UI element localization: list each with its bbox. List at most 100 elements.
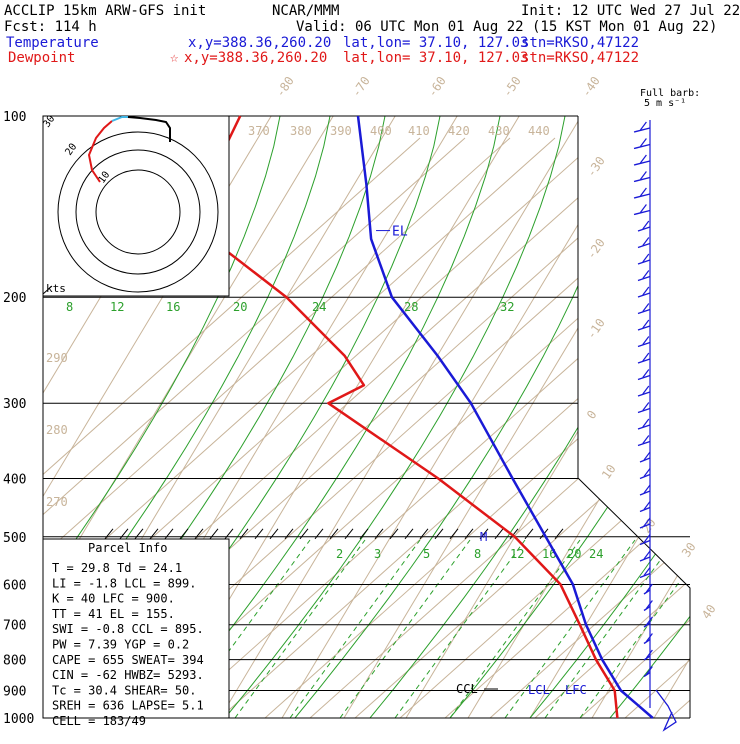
header-init: Init: 12 UTC Wed 27 Jul 22: [521, 3, 740, 19]
hatch-mark: [419, 528, 429, 540]
isotherm-tick-label: -80: [273, 74, 297, 100]
pressure-tick-label: 400: [3, 472, 26, 487]
hatch-mark: [479, 528, 489, 540]
moist-adiabat: [529, 116, 690, 718]
isotherm-tick-label: -70: [349, 74, 373, 100]
wind-barb-flag: [639, 204, 647, 213]
hatch-mark: [104, 528, 114, 540]
hatch-mark: [314, 528, 324, 540]
wind-barb: [637, 308, 651, 315]
parcel-info-row: CIN = -62 HWBZ= 5293.: [52, 668, 204, 682]
theta-tick-label: 270: [46, 495, 68, 509]
hatch-mark: [329, 528, 339, 540]
wind-barb: [633, 127, 651, 133]
chart-curves: EL M CCL LCL LFC: [187, 115, 654, 719]
isotherm-line: [219, 116, 582, 718]
pressure-tick-label: 300: [3, 397, 26, 412]
mixing-ratio-tick-label: 12: [510, 547, 524, 561]
wind-barb: [633, 193, 651, 199]
header-forecast-hour: Fcst: 114 h: [4, 19, 97, 35]
hatch-mark: [179, 528, 189, 540]
moist-adiabat: [43, 116, 281, 718]
chart-header: ACCLIP 15km ARW-GFS init NCAR/MMM Init: …: [4, 3, 740, 66]
mixing-ratio-tick-label: 3: [374, 547, 381, 561]
theta-tick-label: 380: [290, 124, 312, 138]
mixing-ratio-tick-label: 24: [589, 547, 603, 561]
wind-barb: [633, 143, 651, 150]
adiabat-line: [43, 137, 421, 718]
pressure-tick-label: 200: [3, 291, 26, 306]
theta-tick-label: 390: [330, 124, 352, 138]
lcl-label: LCL: [528, 683, 550, 697]
wind-barb: [639, 490, 651, 496]
el-label: EL: [392, 225, 408, 240]
isotherm-line: [591, 116, 690, 718]
wind-barb-flag: [639, 154, 647, 164]
wind-barb-flag: [642, 435, 650, 444]
wind-barb-flag: [643, 451, 651, 461]
hatch-mark: [344, 528, 354, 540]
mixing-ratio-tick-label: 20: [233, 300, 247, 314]
isotherm-tick-label: 20: [639, 516, 659, 536]
ccl-label: CCL: [456, 682, 478, 696]
lfc-label: LFC: [565, 683, 587, 697]
isotherm-tick-label: -50: [500, 74, 524, 100]
moist-adiabat: [609, 116, 690, 718]
isotherm-line: [653, 116, 690, 718]
parcel-info-row: CAPE = 655 SWEAT= 394: [52, 653, 204, 667]
theta-tick-label: 440: [528, 124, 550, 138]
wind-barb-flag: [643, 468, 651, 477]
hatch-mark: [464, 528, 474, 540]
hatch-mark: [389, 528, 399, 540]
wind-barb-flag: [642, 220, 650, 230]
wind-barb-flag: [643, 501, 651, 510]
moist-adiabat: [159, 116, 501, 718]
wind-barb-flag: [645, 633, 653, 642]
wind-barb-flag: [642, 402, 650, 411]
legend-temperature: Temperature: [6, 35, 99, 51]
mixing-ratio-line: [449, 539, 581, 718]
wind-barb: [637, 440, 651, 447]
barb-legend-line1: Full barb:: [640, 88, 700, 99]
wind-barb: [639, 572, 651, 579]
isotherm-tick-label: -10: [584, 316, 608, 342]
mixing-ratio-line: [394, 539, 526, 718]
wind-barb: [639, 539, 651, 546]
wind-barb-flag: [642, 369, 650, 378]
parcel-info-title: Parcel Info: [88, 541, 167, 555]
temperature-xy: x,y=388.36,260.20: [188, 35, 331, 51]
wind-barb-flag: [643, 534, 651, 543]
theta-tick-label: 410: [408, 124, 430, 138]
barb-legend: Full barb: 5 m s⁻¹: [640, 88, 700, 109]
wind-barb-flag: [642, 385, 650, 395]
isotherm-tick-label: -20: [584, 236, 608, 262]
wind-barb: [637, 358, 651, 364]
pressure-tick-label: 900: [3, 684, 26, 699]
mixing-ratio-tick-label: 20: [567, 547, 581, 561]
hatch-mark: [209, 528, 219, 540]
wind-barb-flag: [639, 121, 647, 131]
hodograph-ring: [57, 131, 219, 293]
hatch-mark: [524, 528, 534, 540]
temperature-station: stn=RKSO,47122: [521, 35, 639, 51]
wind-barb-flag: [645, 649, 653, 659]
wind-barb: [637, 226, 651, 232]
adiabat-line: [43, 137, 466, 718]
isotherm-tick-label: 40: [699, 602, 719, 622]
wind-barb: [633, 209, 651, 216]
wind-barb-flag: [642, 336, 650, 345]
parcel-info-row: K = 40 LFC = 900.: [52, 592, 175, 606]
parcel-info-row: Tc = 30.4 SHEAR= 50.: [52, 683, 197, 697]
mixing-ratio-line: [234, 539, 366, 718]
isotherm-tick-label: -30: [584, 154, 608, 180]
hatch-mark: [224, 528, 234, 540]
parcel-info-row: PW = 7.39 YGP = 0.2: [52, 638, 189, 652]
pressure-tick-label: 100: [3, 110, 26, 125]
wind-barb-cluster: [655, 689, 677, 732]
hatch-mark: [449, 528, 459, 540]
hatch-mark: [284, 528, 294, 540]
wind-barb-flag: [643, 567, 651, 576]
adiabat-line: [174, 137, 690, 718]
hatch-mark: [509, 528, 519, 540]
